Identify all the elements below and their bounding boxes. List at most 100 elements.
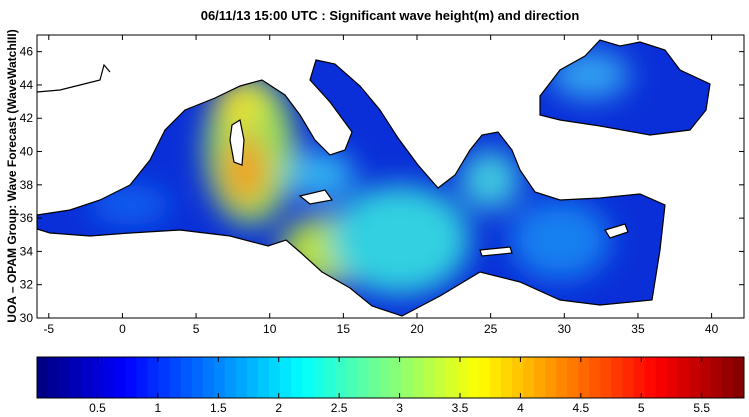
colorbar-swatch — [699, 357, 712, 398]
colorbar-tick-label: 4 — [517, 401, 524, 415]
colorbar-swatch — [224, 357, 237, 398]
colorbar-tick-label: 2.5 — [331, 401, 348, 415]
colorbar-swatch — [70, 357, 82, 398]
colorbar-swatch — [500, 357, 513, 398]
colorbar-swatch — [302, 357, 314, 398]
title: 06/11/13 15:00 UTC : Significant wave he… — [201, 8, 580, 23]
x-tick-label: 35 — [631, 322, 645, 336]
colorbar-tick-label: 1.5 — [210, 401, 227, 415]
colorbar-swatch — [677, 357, 690, 398]
map-frame — [36, 34, 745, 319]
x-tick-label: -5 — [43, 322, 54, 336]
y-tick-label: 34 — [20, 244, 34, 258]
colorbar-tick-label: 4.5 — [573, 401, 590, 415]
colorbar-swatch — [202, 357, 215, 398]
colorbar-tick-label: 5 — [638, 401, 645, 415]
patch — [223, 135, 267, 205]
colorbar-swatch — [622, 357, 635, 398]
colorbar-swatch — [600, 357, 612, 398]
x-tick-label: 0 — [119, 322, 126, 336]
colorbar-swatch — [611, 357, 623, 398]
atlantic-coast — [36, 63, 111, 93]
colorbar-swatch — [545, 357, 557, 398]
colorbar-swatch — [268, 357, 281, 398]
colorbar-swatch — [710, 357, 723, 398]
island — [479, 246, 513, 257]
island — [604, 223, 629, 239]
colorbar-swatch — [213, 357, 226, 398]
colorbar-swatch — [732, 357, 745, 398]
colorbar-swatch — [335, 357, 347, 398]
y-tick-label: 44 — [20, 78, 34, 92]
colorbar-tick-label: 2 — [275, 401, 282, 415]
colorbar-swatch — [180, 357, 193, 398]
coastline — [36, 39, 711, 317]
x-tick-label: 40 — [705, 322, 719, 336]
colorbar-swatch — [136, 357, 148, 398]
colorbar-swatch — [169, 357, 182, 398]
colorbar-swatch — [534, 357, 546, 398]
colorbar-tick-label: 0.5 — [89, 401, 106, 415]
island — [229, 119, 245, 166]
black-sea-coast — [539, 39, 711, 136]
colorbar-swatch — [578, 357, 590, 398]
colorbar-frame — [36, 356, 745, 399]
colorbar-swatch — [92, 357, 104, 398]
colorbar-swatch — [346, 357, 358, 398]
y-tick-label: 46 — [20, 45, 34, 59]
colorbar-swatch — [313, 357, 325, 398]
colorbar-swatch — [589, 357, 601, 398]
colorbar-swatch — [147, 357, 160, 398]
colorbar-swatch — [390, 357, 403, 398]
patch — [510, 200, 610, 280]
colorbar-swatch — [291, 357, 303, 398]
wave-field — [90, 50, 630, 295]
x-tick-label: 10 — [263, 322, 277, 336]
x-tick-label: 30 — [558, 322, 572, 336]
colorbar — [37, 357, 745, 398]
x-tick-label: 5 — [193, 322, 200, 336]
colorbar-swatch — [456, 357, 469, 398]
colorbar-swatch — [191, 357, 204, 398]
colorbar-swatch — [721, 357, 734, 398]
y-tick-label: 40 — [20, 145, 34, 159]
colorbar-swatch — [445, 357, 458, 398]
colorbar-swatch — [512, 357, 524, 398]
colorbar-swatch — [412, 357, 425, 398]
patch — [330, 185, 470, 295]
colorbar-swatch — [467, 357, 480, 398]
colorbar-swatch — [235, 357, 248, 398]
x-tick-label: 20 — [410, 322, 424, 336]
colorbar-swatch — [257, 357, 270, 398]
colorbar-swatch — [688, 357, 701, 398]
colorbar-swatch — [567, 357, 579, 398]
x-tick-label: 25 — [484, 322, 498, 336]
colorbar-swatch — [655, 357, 668, 398]
colorbar-swatch — [48, 357, 60, 398]
colorbar-swatch — [103, 357, 115, 398]
colorbar-swatch — [125, 357, 137, 398]
colorbar-swatch — [478, 357, 491, 398]
colorbar-swatch — [357, 357, 369, 398]
colorbar-swatch — [59, 357, 71, 398]
sea-coast — [36, 59, 666, 317]
colorbar-swatch — [434, 357, 447, 398]
y-tick-label: 36 — [20, 211, 34, 225]
colorbar-swatch — [37, 357, 49, 398]
colorbar-swatch — [246, 357, 259, 398]
colorbar-swatch — [556, 357, 568, 398]
colorbar-swatch — [644, 357, 657, 398]
y-tick-label: 38 — [20, 178, 34, 192]
colorbar-tick-label: 3.5 — [452, 401, 469, 415]
colorbar-swatch — [81, 357, 93, 398]
patch — [460, 150, 520, 210]
colorbar-tick-label: 5.5 — [693, 401, 710, 415]
colorbar-swatch — [423, 357, 436, 398]
x-tick-label: 15 — [337, 322, 351, 336]
colorbar-swatch — [666, 357, 679, 398]
colorbar-swatch — [489, 357, 502, 398]
colorbar-swatch — [633, 357, 646, 398]
colorbar-swatch — [158, 357, 171, 398]
y-tick-label: 42 — [20, 111, 34, 125]
